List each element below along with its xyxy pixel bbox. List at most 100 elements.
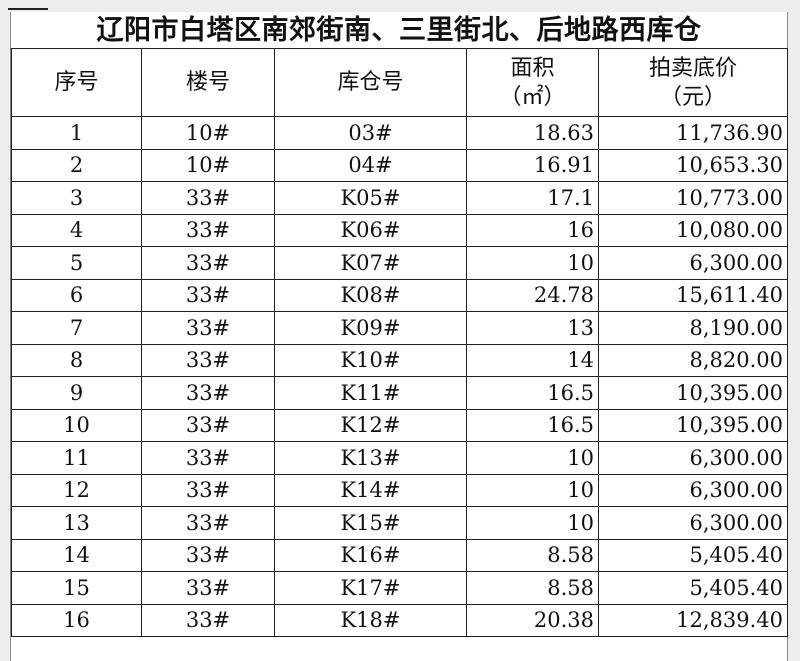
cell-price: 5,405.40 [598,571,788,605]
cell-building: 33# [141,343,275,377]
top-border-fragment [8,8,48,10]
cell-index: 15 [11,571,142,605]
warehouse-table-sheet: 辽阳市白塔区南郊街南、三里街北、后地路西库仓 序号 楼号 库仓号 面积 （㎡） 拍… [10,12,788,661]
cell-price: 6,300.00 [598,246,788,280]
header-row: 序号 楼号 库仓号 面积 （㎡） 拍卖底价 （元） [11,48,788,117]
cell-area: 10 [466,506,599,540]
header-price-unit: （元） [659,84,726,110]
cell-index: 5 [11,246,142,280]
cell-price: 10,653.30 [598,148,788,182]
cell-warehouse: K06# [274,213,467,247]
cell-index: 13 [11,506,142,540]
cell-area: 24.78 [466,278,599,312]
header-price-label: 拍卖底价 [648,55,737,81]
cell-area: 8.58 [466,538,599,572]
cell-index: 6 [11,278,142,312]
header-area-label: 面积 [510,55,555,81]
cell-index: 4 [11,213,142,247]
cell-index: 16 [11,603,142,637]
cell-building: 33# [141,311,275,345]
cell-area: 13 [466,311,599,345]
table-row: 16 33# K18# 20.38 12,839.40 [11,603,788,637]
cell-building: 33# [141,246,275,280]
cell-price: 6,300.00 [598,506,788,540]
cell-building: 33# [141,571,275,605]
cell-price: 12,839.40 [598,603,788,637]
table-row: 2 10# 04# 16.91 10,653.30 [11,148,788,182]
cell-price: 6,300.00 [598,473,788,507]
cell-index: 10 [11,408,142,442]
cell-index: 3 [11,181,142,215]
cell-price: 6,300.00 [598,441,788,475]
cell-warehouse: K16# [274,538,467,572]
table-row: 5 33# K07# 10 6,300.00 [11,246,788,280]
table-row: 12 33# K14# 10 6,300.00 [11,473,788,507]
cell-building: 33# [141,473,275,507]
table-row: 6 33# K08# 24.78 15,611.40 [11,278,788,312]
cell-index: 7 [11,311,142,345]
cell-warehouse: K15# [274,506,467,540]
cell-warehouse: K14# [274,473,467,507]
header-building: 楼号 [141,48,275,117]
cell-building: 10# [141,116,275,150]
cell-building: 33# [141,441,275,475]
cell-index: 2 [11,148,142,182]
table-row: 9 33# K11# 16.5 10,395.00 [11,376,788,410]
cell-area: 16.5 [466,376,599,410]
cell-area: 8.58 [466,571,599,605]
cell-building: 33# [141,181,275,215]
cell-index: 1 [11,116,142,150]
cell-index: 14 [11,538,142,572]
header-index: 序号 [11,48,142,117]
header-warehouse: 库仓号 [274,48,467,117]
cell-warehouse: K05# [274,181,467,215]
table-row: 8 33# K10# 14 8,820.00 [11,343,788,377]
cell-building: 33# [141,213,275,247]
cell-area: 16 [466,213,599,247]
cell-building: 33# [141,408,275,442]
cell-warehouse: K12# [274,408,467,442]
table-row: 7 33# K09# 13 8,190.00 [11,311,788,345]
table-row: 4 33# K06# 16 10,080.00 [11,213,788,247]
cell-area: 16.91 [466,148,599,182]
header-price: 拍卖底价 （元） [598,48,788,117]
warehouse-table: 序号 楼号 库仓号 面积 （㎡） 拍卖底价 （元） 1 10# 03# 18.63 11,7… [11,48,788,637]
table-row: 10 33# K12# 16.5 10,395.00 [11,408,788,442]
cell-warehouse: K11# [274,376,467,410]
cell-index: 11 [11,441,142,475]
cell-area: 17.1 [466,181,599,215]
cell-price: 5,405.40 [598,538,788,572]
cell-price: 8,190.00 [598,311,788,345]
header-area-unit: （㎡） [499,84,566,110]
cell-area: 10 [466,441,599,475]
cell-price: 10,395.00 [598,408,788,442]
table-row: 14 33# K16# 8.58 5,405.40 [11,538,788,572]
cell-price: 8,820.00 [598,343,788,377]
cell-building: 10# [141,148,275,182]
cell-warehouse: K07# [274,246,467,280]
cell-building: 33# [141,538,275,572]
cell-warehouse: 04# [274,148,467,182]
cell-warehouse: K17# [274,571,467,605]
cell-warehouse: K10# [274,343,467,377]
cell-area: 10 [466,473,599,507]
cell-price: 10,773.00 [598,181,788,215]
table-row: 11 33# K13# 10 6,300.00 [11,441,788,475]
cell-price: 10,080.00 [598,213,788,247]
table-row: 15 33# K17# 8.58 5,405.40 [11,571,788,605]
cell-building: 33# [141,278,275,312]
cell-index: 12 [11,473,142,507]
cell-warehouse: K18# [274,603,467,637]
cell-area: 14 [466,343,599,377]
cell-index: 9 [11,376,142,410]
cell-area: 16.5 [466,408,599,442]
cell-area: 18.63 [466,116,599,150]
cell-warehouse: K13# [274,441,467,475]
cell-building: 33# [141,506,275,540]
table-row: 13 33# K15# 10 6,300.00 [11,506,788,540]
cell-price: 10,395.00 [598,376,788,410]
cell-area: 10 [466,246,599,280]
cell-price: 15,611.40 [598,278,788,312]
table-title: 辽阳市白塔区南郊街南、三里街北、后地路西库仓 [96,15,702,46]
table-row: 1 10# 03# 18.63 11,736.90 [11,116,788,150]
